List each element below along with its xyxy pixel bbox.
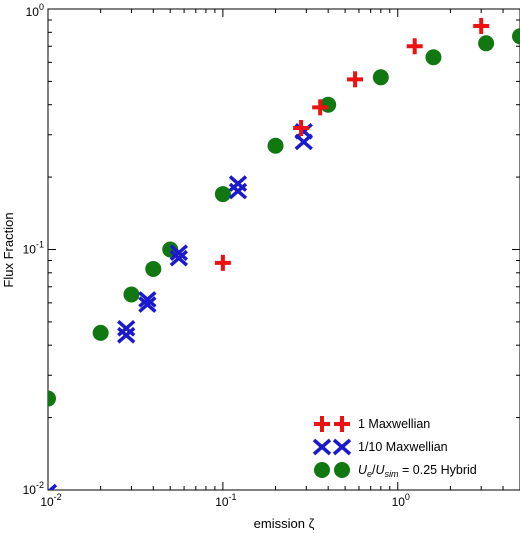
data-point-x	[228, 175, 248, 192]
data-point-plus	[406, 38, 423, 55]
y-axis-label: Flux Fraction	[1, 212, 16, 287]
legend-marker-circle	[314, 462, 330, 478]
y-tick-label: 100	[26, 2, 44, 19]
data-point-circle	[267, 137, 284, 154]
data-point-circle	[478, 35, 495, 52]
data-point-plus	[214, 254, 231, 271]
plot-area	[47, 8, 520, 491]
data-point-plus	[312, 99, 329, 116]
data-point-circle	[320, 96, 337, 113]
x-tick-label: 10-2	[40, 492, 61, 509]
data-point-x	[48, 483, 58, 490]
x-tick-label: 100	[392, 492, 410, 509]
series-circle	[48, 28, 520, 407]
legend: 1 Maxwellian 1/10 Maxwellian Ue/Usim = 0.2…	[312, 416, 477, 479]
data-point-x	[138, 296, 157, 313]
legend-marker-x	[312, 438, 332, 456]
data-point-x	[169, 244, 188, 261]
data-point-circle	[145, 260, 162, 277]
x-axis-label: emission ζ	[254, 516, 315, 531]
legend-marker-x	[332, 438, 352, 456]
data-point-x	[117, 326, 136, 344]
x-tick-label: 10-1	[215, 492, 236, 509]
data-point-circle	[92, 324, 109, 341]
y-tick-label: 10-1	[23, 240, 44, 257]
data-point-circle	[372, 69, 389, 86]
data-point-plus	[293, 120, 310, 137]
data-point-circle	[48, 390, 56, 407]
axis-ticks	[47, 8, 520, 491]
data-point-x	[169, 249, 188, 267]
series-plus	[214, 17, 490, 271]
legend-marker-plus	[314, 416, 330, 432]
data-point-circle	[425, 49, 442, 66]
legend-label-hybrid: Ue/Usim = 0.25 Hybrid	[358, 463, 477, 479]
data-point-circle	[512, 28, 520, 45]
legend-marker-plus	[334, 416, 350, 432]
data-point-circle	[123, 286, 140, 303]
data-point-x	[138, 291, 157, 308]
legend-label: 1 Maxwellian	[358, 417, 430, 431]
legend-label: 1/10 Maxwellian	[358, 440, 448, 454]
y-tick-label: 10-2	[23, 480, 44, 497]
data-point-circle	[214, 186, 231, 203]
data-point-x	[117, 320, 136, 337]
tick-labels: 10-2 10-1 100 10-2 10-1 100	[23, 2, 410, 509]
legend-marker-circle	[334, 462, 350, 478]
data-point-plus	[347, 71, 364, 88]
data-point-plus	[473, 17, 490, 34]
data-marks	[48, 17, 520, 490]
